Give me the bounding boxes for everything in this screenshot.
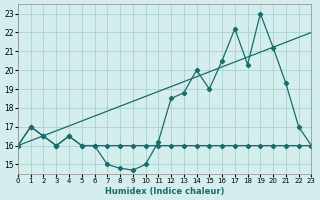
X-axis label: Humidex (Indice chaleur): Humidex (Indice chaleur) bbox=[105, 187, 224, 196]
